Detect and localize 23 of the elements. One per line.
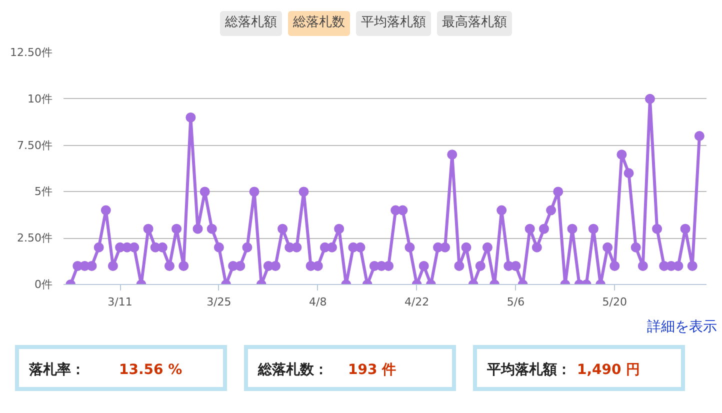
y-tick-label: 0件 — [34, 278, 52, 291]
x-tick-label: 5/6 — [506, 296, 525, 308]
x-tick-label: 3/11 — [108, 296, 132, 308]
text: 落札率： — [29, 360, 86, 380]
x-tick-label: 3/25 — [206, 296, 232, 308]
text: 総落札数 — [288, 11, 350, 36]
y-tick-label: 10件 — [28, 92, 53, 106]
x-tick-label: 4/22 — [404, 296, 430, 308]
text: 詳細を表示 — [646, 318, 718, 337]
x-tick-label: 5/20 — [602, 296, 627, 308]
text: 1,490 円 — [577, 362, 640, 378]
y-tick-label: 5件 — [34, 185, 52, 198]
y-tick-label: 7.50件 — [17, 138, 53, 152]
text: 総落札額 — [220, 11, 282, 36]
text: 13.56 % — [119, 362, 182, 378]
y-tick-label: 2.50件 — [17, 232, 53, 245]
text: 平均落札額： — [487, 361, 572, 380]
text: 最高落札額 — [437, 11, 512, 36]
text: 193 件 — [348, 362, 396, 378]
x-tick-label: 4/8 — [309, 296, 327, 308]
text: 平均落札額 — [356, 11, 431, 36]
y-tick-label: 12.50件 — [10, 46, 53, 59]
text: 総落札数： — [258, 361, 329, 380]
